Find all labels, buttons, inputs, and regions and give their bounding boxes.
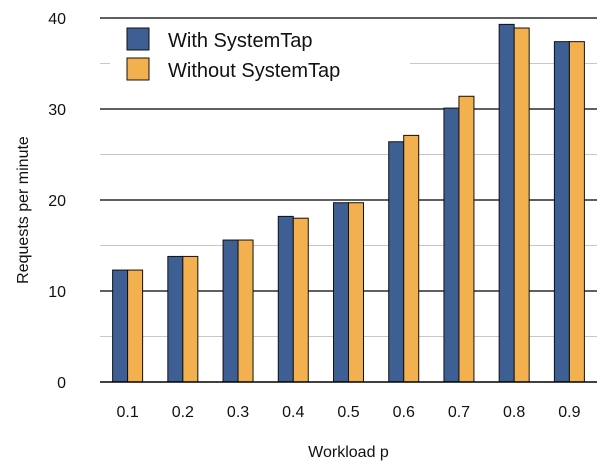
legend-swatch-with-systemtap bbox=[126, 27, 150, 51]
y-tick-label: 0 bbox=[57, 375, 66, 392]
bar-with-systemtap bbox=[553, 41, 570, 383]
legend-label-with-systemtap: With SystemTap bbox=[168, 30, 312, 52]
bar-without-systemtap bbox=[568, 41, 585, 383]
x-tick-label: 0.7 bbox=[448, 404, 470, 421]
legend: With SystemTap Without SystemTap bbox=[110, 24, 410, 92]
x-axis-title: Workload p bbox=[308, 444, 389, 461]
bar-without-systemtap bbox=[237, 239, 254, 383]
bar-without-systemtap bbox=[513, 27, 530, 383]
x-tick-label: 0.8 bbox=[503, 404, 525, 421]
bar-with-systemtap bbox=[167, 255, 184, 383]
bar-without-systemtap bbox=[182, 255, 199, 383]
bar-without-systemtap bbox=[348, 202, 364, 383]
legend-swatch-without-systemtap bbox=[126, 57, 150, 81]
bar-with-systemtap bbox=[498, 23, 515, 383]
x-tick-label: 0.4 bbox=[282, 404, 304, 421]
x-tick-label: 0.2 bbox=[172, 404, 194, 421]
bar-with-systemtap bbox=[277, 215, 294, 383]
y-tick-label: 40 bbox=[48, 11, 66, 28]
legend-background bbox=[110, 24, 410, 92]
bar-with-systemtap bbox=[222, 239, 239, 383]
x-tick-label: 0.6 bbox=[393, 404, 415, 421]
bar-without-systemtap bbox=[127, 269, 144, 383]
x-tick-label: 0.9 bbox=[558, 404, 580, 421]
bar-without-systemtap bbox=[458, 95, 475, 383]
x-tick-label: 0.5 bbox=[337, 404, 359, 421]
bar-without-systemtap bbox=[403, 134, 420, 383]
x-tick-labels: 0.1 0.2 0.3 0.4 0.5 0.6 0.7 0.8 0.9 bbox=[116, 404, 580, 421]
bar-with-systemtap bbox=[333, 202, 349, 383]
bar-with-systemtap bbox=[443, 107, 460, 383]
bar-with-systemtap bbox=[112, 269, 129, 383]
bar-without-systemtap bbox=[292, 217, 309, 383]
y-tick-label: 30 bbox=[48, 102, 66, 119]
legend-label-without-systemtap: Without SystemTap bbox=[168, 60, 340, 82]
y-tick-label: 10 bbox=[48, 284, 66, 301]
y-tick-labels: 0 10 20 30 40 bbox=[48, 11, 66, 392]
bar-with-systemtap bbox=[388, 141, 405, 383]
y-tick-label: 20 bbox=[48, 193, 66, 210]
x-tick-label: 0.1 bbox=[116, 404, 138, 421]
x-tick-label: 0.3 bbox=[227, 404, 249, 421]
y-axis-title: Requests per minute bbox=[15, 136, 32, 284]
